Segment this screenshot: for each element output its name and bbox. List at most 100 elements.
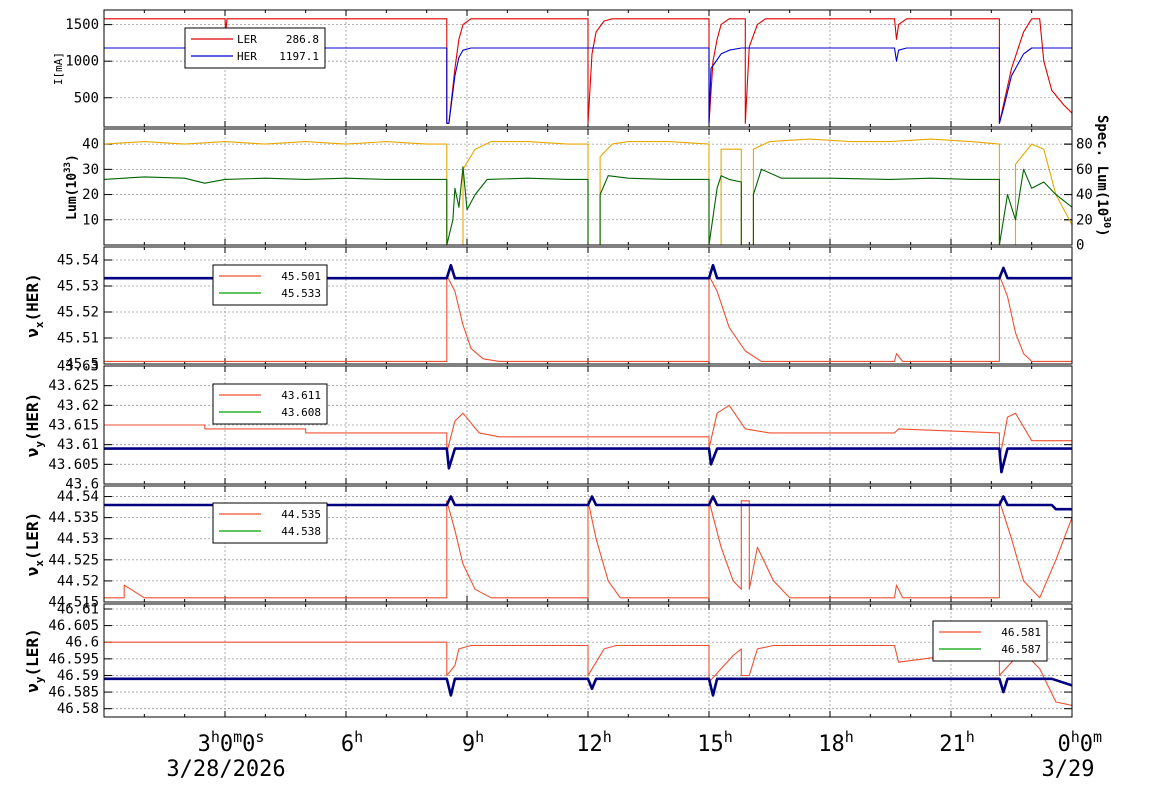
time-tick-label: 15h — [697, 728, 733, 757]
legend-box — [932, 620, 1048, 662]
y-tick-label: 10 — [82, 212, 99, 228]
series-line-spec — [104, 166, 1072, 245]
y-tick-label: 46.595 — [48, 651, 99, 667]
series-group — [104, 138, 1072, 245]
y-axis-label: νy(LER) — [23, 628, 46, 692]
legend: 46.581 46.587 — [932, 620, 1048, 662]
y-tick-label: 46.58 — [57, 701, 99, 717]
legend: 44.535 44.538 — [212, 502, 328, 544]
series-line-blue — [104, 495, 1072, 511]
panel-frame — [103, 128, 1073, 246]
series-line-lum — [104, 138, 1072, 245]
series-group — [104, 18, 1072, 124]
y-axis-label-text: Lum(10 — [65, 173, 80, 220]
y-axis-label: νy(HER) — [23, 393, 46, 457]
time-tick-minute: 0 — [220, 732, 233, 757]
y2-tick-label: 60 — [1076, 162, 1093, 178]
time-tick-second: 0 — [242, 732, 255, 757]
y2-tick-label: 20 — [1076, 212, 1093, 228]
time-tick-minute-unit: m — [1093, 728, 1102, 746]
series-line-blue — [104, 677, 1072, 697]
legend-value: 46.581 — [1001, 626, 1041, 639]
time-tick-hour: 15 — [697, 732, 724, 757]
legend-value: 45.533 — [281, 287, 321, 300]
series-line-red — [104, 500, 1072, 599]
y-tick-label: 46.585 — [48, 685, 99, 701]
legend-value: 44.538 — [281, 525, 321, 538]
legend-value: 1197.1 — [279, 50, 319, 63]
legend-series-name: LER — [237, 33, 257, 46]
time-tick-minute: 0 — [1080, 732, 1093, 757]
series-line-red — [104, 641, 1072, 706]
time-tick-hour: 21 — [939, 732, 966, 757]
date-right: 3/29 — [1042, 757, 1095, 782]
y-axis-label-sub: x — [33, 560, 46, 567]
y-tick-label: 46.6 — [65, 635, 99, 651]
y-axis-label-tail: (HER) — [23, 393, 42, 441]
y-axis-label-symbol: ν — [23, 567, 42, 577]
time-tick-hour-unit: h — [354, 728, 363, 746]
y-tick-label: 1500 — [65, 17, 99, 33]
panel-nuy_her: 43.6 43.605 43.61 43.615 43.62 43.625 43.63 νy(… — [23, 359, 1073, 493]
y-tick-label: 45.5 — [65, 357, 99, 373]
y-axis-label-sup: 33 — [63, 162, 73, 173]
panel-frame — [103, 365, 1073, 485]
y-axis-label-symbol: ν — [23, 683, 42, 693]
y-tick-label: 43.6 — [65, 477, 99, 493]
y-axis-label-tail: (LER) — [23, 628, 42, 676]
y2-tick-label: 40 — [1076, 187, 1093, 203]
time-tick-hour-unit: h — [845, 728, 854, 746]
y-tick-label: 45.53 — [57, 279, 99, 295]
time-tick-hour-unit: h — [475, 728, 484, 746]
legend-value: 43.611 — [281, 389, 321, 402]
legend-box — [212, 502, 328, 544]
legend-box — [184, 27, 326, 69]
y-axis-label-symbol: ν — [23, 448, 42, 458]
y-axis-label: νx(LER) — [23, 512, 46, 576]
time-tick-label: 12h — [576, 728, 612, 757]
y-tick-label: 500 — [74, 90, 99, 106]
y-tick-label: 46.605 — [48, 618, 99, 634]
y2-axis-label-sup: 30 — [1101, 216, 1112, 228]
legend: LER 286.8 HER 1197.1 — [184, 27, 326, 69]
y-axis-label: νx(HER) — [23, 273, 46, 337]
legend: 45.501 45.533 — [212, 264, 328, 306]
y-axis-label-sub: y — [33, 676, 46, 683]
series-group — [104, 641, 1072, 706]
legend: 43.611 43.608 — [212, 383, 328, 425]
y-tick-label: 45.54 — [57, 253, 99, 269]
y-tick-label: 46.59 — [57, 668, 99, 684]
y-axis-label: I[mA] — [52, 52, 65, 85]
y-axis-label: Lum(1033) — [63, 154, 80, 220]
time-tick-hour-unit: h — [966, 728, 975, 746]
legend-series-name: HER — [237, 50, 257, 63]
time-tick-hour: 18 — [818, 732, 845, 757]
time-tick-label: 9h — [462, 728, 484, 757]
legend-value: 286.8 — [286, 33, 319, 46]
time-tick-label: 6h — [341, 728, 363, 757]
legend-value: 45.501 — [281, 270, 321, 283]
y-tick-label: 44.52 — [57, 573, 99, 589]
time-tick-minute-unit: m — [233, 728, 242, 746]
panel-frame — [103, 246, 1073, 365]
y-tick-label: 43.63 — [57, 359, 99, 375]
series-line-ler — [104, 18, 1072, 124]
y-tick-label: 43.605 — [48, 457, 99, 473]
y2-tick-label: 0 — [1076, 238, 1084, 254]
y-axis-label-tail: ) — [65, 154, 80, 162]
y-tick-label: 20 — [82, 187, 99, 203]
y-tick-label: 1000 — [65, 54, 99, 70]
panel-frame — [103, 9, 1073, 128]
y2-axis-label-tail: ) — [1094, 228, 1110, 236]
y-tick-label: 44.53 — [57, 531, 99, 547]
legend-box — [212, 383, 328, 425]
y-axis-label-tail: (HER) — [23, 273, 42, 321]
panel-frame — [103, 603, 1073, 718]
y-tick-label: 43.625 — [48, 378, 99, 394]
y2-tick-label: 80 — [1076, 137, 1093, 153]
